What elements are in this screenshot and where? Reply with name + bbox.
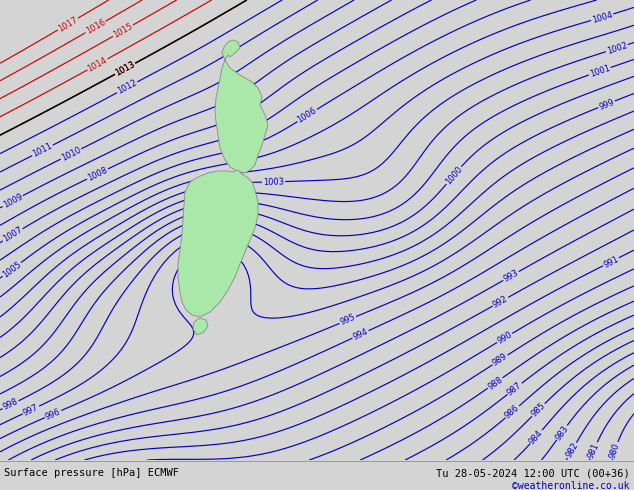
Text: 1015: 1015	[112, 22, 134, 40]
Polygon shape	[215, 40, 268, 173]
Text: 1000: 1000	[444, 165, 464, 186]
Text: 981: 981	[586, 441, 601, 460]
Text: 1012: 1012	[116, 78, 139, 96]
Text: 1004: 1004	[591, 10, 614, 24]
Text: 996: 996	[44, 407, 62, 421]
Text: 997: 997	[22, 402, 40, 417]
Text: 1003: 1003	[263, 177, 284, 187]
Text: 995: 995	[339, 313, 357, 327]
Text: 1001: 1001	[588, 64, 611, 79]
Text: 1010: 1010	[60, 145, 82, 163]
Text: 1002: 1002	[605, 41, 628, 56]
Text: 991: 991	[602, 254, 620, 270]
Text: 990: 990	[496, 330, 514, 346]
Text: 983: 983	[553, 423, 570, 442]
Text: 986: 986	[503, 403, 521, 420]
Text: 1017: 1017	[56, 15, 79, 33]
Text: Tu 28-05-2024 12:00 UTC (00+36): Tu 28-05-2024 12:00 UTC (00+36)	[436, 468, 630, 478]
Text: 1013: 1013	[113, 60, 136, 78]
Text: 994: 994	[351, 327, 370, 342]
Text: 1014: 1014	[86, 55, 109, 74]
Text: 987: 987	[505, 380, 524, 397]
Text: 1007: 1007	[1, 225, 24, 244]
Text: 992: 992	[491, 294, 510, 310]
Polygon shape	[178, 170, 258, 317]
Text: 1006: 1006	[296, 106, 318, 125]
Text: 980: 980	[608, 441, 622, 459]
Polygon shape	[193, 318, 208, 335]
Text: 1016: 1016	[84, 18, 107, 36]
Text: 1011: 1011	[31, 142, 54, 159]
Text: 988: 988	[486, 375, 504, 392]
Text: 1008: 1008	[86, 165, 109, 183]
Text: 989: 989	[491, 352, 509, 368]
Text: Surface pressure [hPa] ECMWF: Surface pressure [hPa] ECMWF	[4, 468, 179, 478]
Text: ©weatheronline.co.uk: ©weatheronline.co.uk	[512, 481, 630, 490]
Text: 1013: 1013	[113, 60, 136, 78]
Text: 985: 985	[529, 401, 547, 419]
Text: 998: 998	[1, 397, 20, 412]
Text: 1005: 1005	[1, 260, 23, 279]
Text: 999: 999	[597, 97, 616, 111]
Text: 993: 993	[502, 268, 520, 284]
Text: 982: 982	[564, 441, 580, 460]
Text: 1009: 1009	[1, 192, 24, 210]
Text: 984: 984	[527, 428, 545, 446]
